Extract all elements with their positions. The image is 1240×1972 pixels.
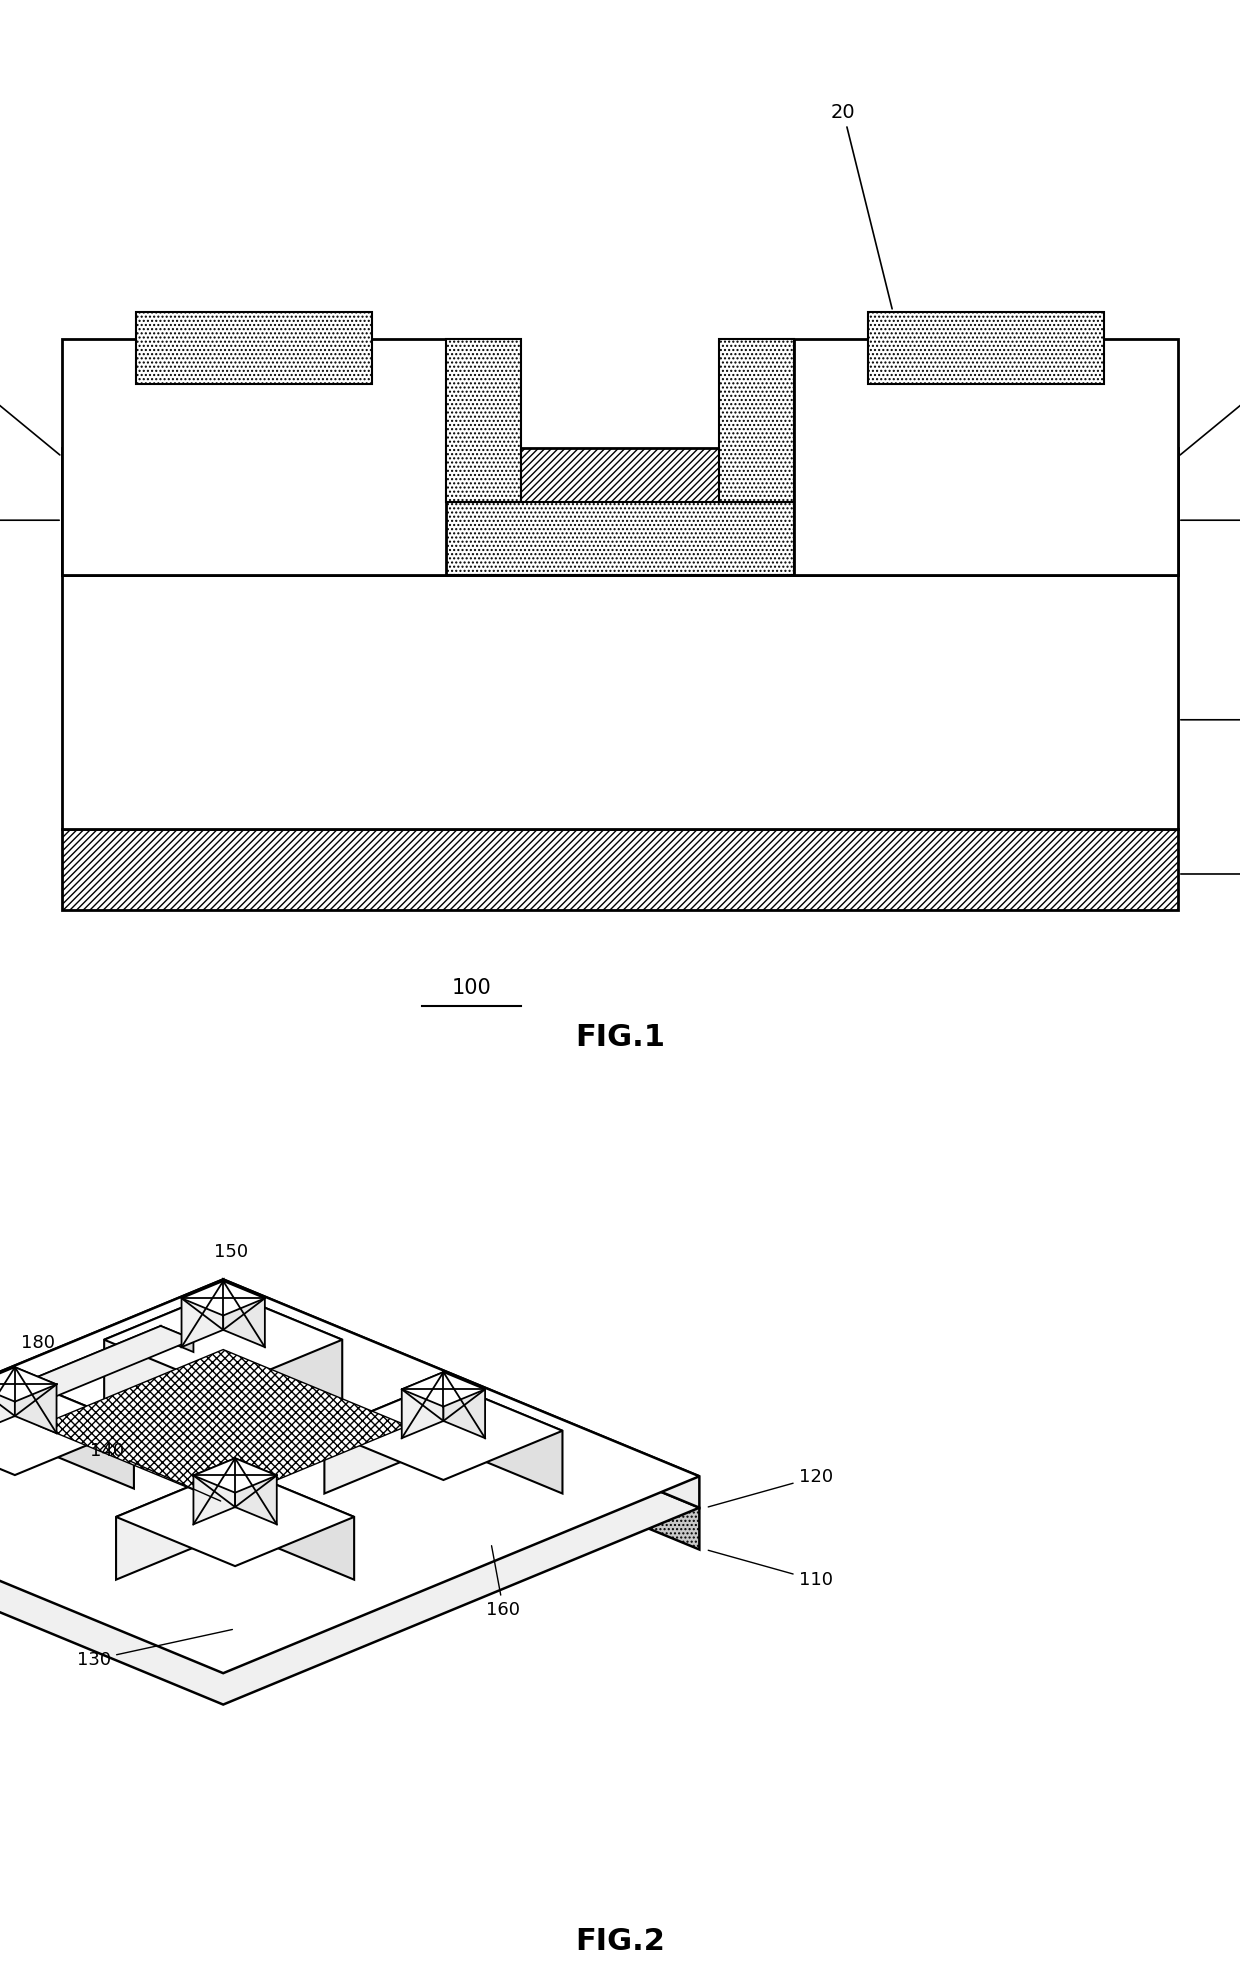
Bar — [446, 503, 794, 574]
Polygon shape — [193, 1457, 236, 1524]
Bar — [62, 448, 1178, 574]
Polygon shape — [402, 1373, 485, 1406]
Polygon shape — [104, 1290, 342, 1388]
Polygon shape — [0, 1280, 699, 1672]
Bar — [62, 574, 1178, 828]
Polygon shape — [236, 1467, 355, 1580]
Polygon shape — [0, 1367, 15, 1434]
Text: 50: 50 — [1180, 365, 1240, 456]
Text: FIG.1: FIG.1 — [575, 1023, 665, 1051]
Bar — [446, 339, 521, 503]
Text: 40: 40 — [0, 365, 60, 456]
Text: 60: 60 — [1180, 864, 1240, 883]
Bar — [446, 503, 794, 574]
Text: 100: 100 — [451, 978, 491, 998]
Polygon shape — [15, 1367, 57, 1434]
Polygon shape — [325, 1382, 444, 1493]
Polygon shape — [161, 1325, 193, 1353]
Polygon shape — [402, 1373, 444, 1438]
Bar — [446, 503, 794, 574]
Text: 160: 160 — [486, 1546, 521, 1619]
Polygon shape — [117, 1467, 355, 1566]
Polygon shape — [117, 1467, 236, 1580]
Text: 150: 150 — [213, 1242, 248, 1260]
Bar — [719, 339, 794, 503]
Polygon shape — [0, 1325, 193, 1408]
Polygon shape — [0, 1376, 134, 1475]
Text: 10: 10 — [1180, 710, 1240, 730]
Text: 180: 180 — [21, 1333, 55, 1351]
Polygon shape — [0, 1311, 699, 1704]
Polygon shape — [0, 1280, 223, 1509]
Polygon shape — [181, 1282, 265, 1315]
Text: FIG.2: FIG.2 — [575, 1927, 665, 1956]
Bar — [868, 312, 1104, 385]
Text: 120: 120 — [708, 1467, 833, 1507]
Polygon shape — [223, 1280, 699, 1509]
Text: 20: 20 — [831, 103, 892, 310]
Polygon shape — [223, 1282, 265, 1347]
Bar — [136, 312, 372, 385]
Polygon shape — [325, 1382, 563, 1481]
Bar — [62, 339, 446, 574]
Polygon shape — [0, 1367, 57, 1402]
Polygon shape — [15, 1376, 134, 1489]
Bar — [62, 828, 1178, 911]
Polygon shape — [193, 1457, 277, 1493]
Text: 30: 30 — [1180, 511, 1240, 530]
Text: 130: 130 — [77, 1629, 232, 1668]
Polygon shape — [181, 1282, 223, 1347]
Polygon shape — [38, 1349, 408, 1503]
Polygon shape — [444, 1382, 563, 1493]
Polygon shape — [223, 1311, 699, 1550]
Polygon shape — [0, 1376, 15, 1489]
Polygon shape — [236, 1457, 277, 1524]
Text: 140: 140 — [89, 1442, 221, 1501]
Polygon shape — [0, 1311, 223, 1550]
Text: 30: 30 — [0, 511, 60, 530]
Polygon shape — [223, 1290, 342, 1402]
Polygon shape — [444, 1373, 485, 1438]
Text: 110: 110 — [708, 1550, 832, 1589]
Polygon shape — [104, 1290, 223, 1402]
Bar — [794, 339, 1178, 574]
Polygon shape — [0, 1325, 161, 1408]
